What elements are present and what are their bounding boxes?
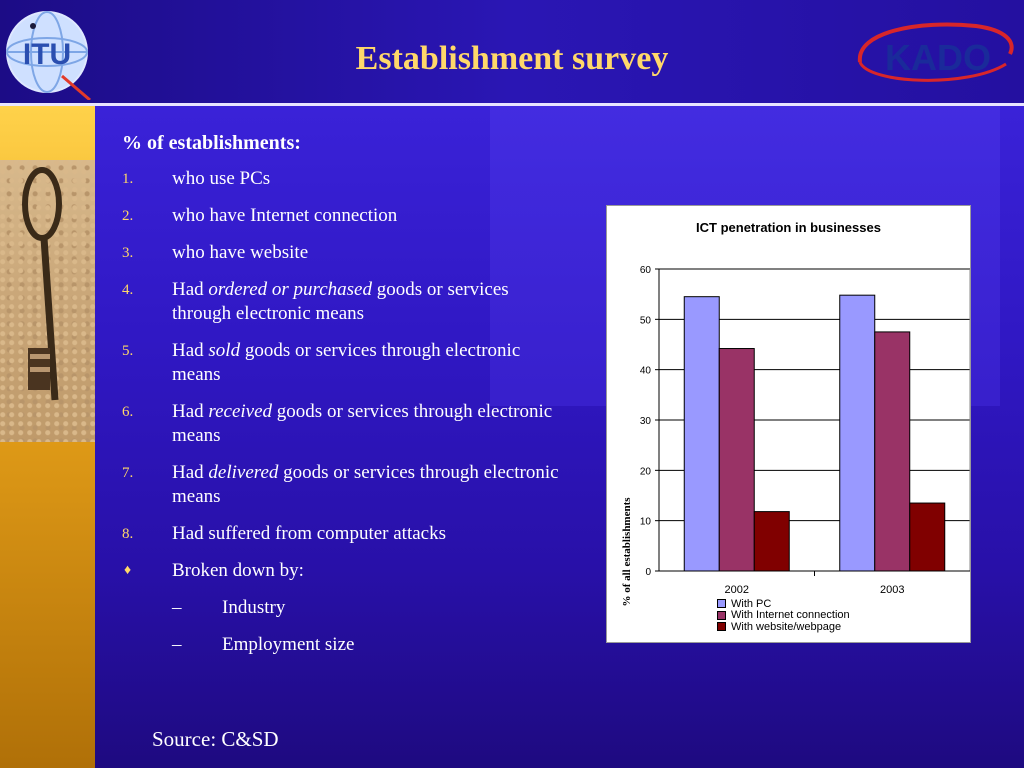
title-bar — [0, 0, 1024, 103]
legend-swatch — [717, 610, 726, 620]
chart-y-tick-label: 30 — [640, 416, 652, 427]
list-item-text-lead: Had — [172, 279, 209, 300]
itu-globe-logo-icon: ITU — [6, 11, 91, 102]
list-item-number: 6. — [122, 404, 134, 420]
list-item-text-rest: goods or services through electronic mea… — [172, 340, 521, 385]
chart-title: ICT penetration in businesses — [696, 220, 881, 235]
list-item-text: who use PCs — [172, 168, 271, 189]
sub-list-item-text: Industry — [222, 597, 286, 618]
chart-x-tick-label: 2002 — [725, 584, 749, 596]
numbered-list: 1. who use PCs 2. who have Internet connect… — [122, 167, 562, 546]
chart-y-tick-label: 50 — [640, 315, 652, 326]
kado-logo: KADO — [848, 18, 1018, 88]
list-item-number: 8. — [122, 526, 134, 542]
diamond-bullet-icon: ♦ — [124, 563, 132, 578]
list-item-number: 1. — [122, 171, 134, 187]
survey-list: % of establishments: 1. who use PCs 2. who … — [122, 132, 562, 670]
list-item-text: Had received goods or services through e… — [172, 401, 552, 446]
sub-list-item: – Employment size — [122, 633, 562, 657]
chart: ICT penetration in businesses 0 10 20 30 40 5… — [606, 205, 971, 643]
bullet-item-text: Broken down by: — [172, 560, 304, 581]
source-note: Source: C&SD — [152, 727, 279, 751]
list-item-emphasis: received — [208, 401, 273, 422]
sub-list: – Industry – Employment size — [122, 596, 562, 657]
bullet-item: ♦ Broken down by: — [122, 559, 562, 583]
list-item-text-rest: goods or services through electronic mea… — [172, 462, 559, 507]
chart-y-tick-label: 20 — [640, 466, 652, 477]
sub-list-item: – Industry — [122, 596, 562, 620]
list-item: 4. Had ordered or purchased goods or serv… — [122, 278, 562, 326]
chart-y-axis-label: % of all establishments — [621, 497, 633, 607]
chart-x-tick-label: 2003 — [880, 584, 904, 596]
list-item-text: Had suffered from computer attacks — [172, 523, 446, 544]
list-item: 1. who use PCs — [122, 167, 562, 191]
list-heading: % of establishments: — [122, 132, 301, 154]
list-item: 7. Had delivered goods or services throug… — [122, 461, 562, 509]
itu-logo: ITU — [2, 6, 96, 102]
dash-bullet-icon: – — [172, 597, 182, 618]
chart-legend: With PC With Internet connection With webs… — [717, 598, 850, 633]
list-item-text: Had delivered goods or services through … — [172, 462, 559, 507]
list-item-text: who have website — [172, 242, 309, 263]
chart-bar — [909, 502, 946, 572]
list-item-text-lead: Had — [172, 340, 209, 361]
kado-logo-icon: KADO — [857, 22, 1014, 82]
list-item-number: 3. — [122, 245, 134, 261]
list-item-text: Had ordered or purchased goods or servic… — [172, 279, 509, 324]
dash-bullet-icon: – — [172, 634, 182, 655]
chart-legend-entry: With website/webpage — [717, 621, 850, 633]
legend-label: With website/webpage — [731, 620, 842, 633]
list-item-text-lead: Had — [172, 401, 209, 422]
chart-bar — [718, 348, 755, 572]
page-title: Establishment survey — [355, 40, 669, 77]
chart-legend-entry: With Internet connection — [717, 609, 850, 622]
list-item-emphasis: delivered — [208, 462, 279, 483]
list-item-number: 5. — [122, 343, 134, 359]
list-item-number: 4. — [122, 282, 134, 298]
chart-y-tick-label: 40 — [640, 366, 652, 377]
legend-swatch — [717, 622, 726, 632]
list-item: 2. who have Internet connection — [122, 204, 562, 228]
list-item-text: Had sold goods or services through elect… — [172, 340, 520, 385]
legend-label: With PC — [731, 597, 772, 610]
chart-legend-entry: With PC — [717, 598, 850, 610]
list-item: 5. Had sold goods or services through ele… — [122, 339, 562, 387]
chart-y-tick-label: 60 — [640, 265, 652, 276]
key-image — [0, 160, 95, 442]
list-item: 6. Had received goods or services through… — [122, 400, 562, 448]
list-item: 3. who have website — [122, 241, 562, 265]
old-key-icon — [22, 167, 62, 401]
list-item-number: 2. — [122, 208, 134, 224]
chart-bar — [683, 296, 720, 572]
itu-logo-text: ITU — [23, 38, 71, 71]
chart-y-tick-label: 10 — [640, 517, 652, 528]
legend-label: With Internet connection — [731, 609, 850, 622]
chart-bar — [874, 331, 911, 572]
list-item: 8. Had suffered from computer attacks — [122, 522, 562, 546]
legend-swatch — [717, 599, 726, 609]
list-item-text: who have Internet connection — [172, 205, 398, 226]
list-item-emphasis: sold — [208, 340, 241, 361]
chart-plot: 0 10 20 30 40 50 60 2002 2003 — [640, 265, 970, 596]
title-divider — [0, 103, 1024, 106]
chart-bar — [753, 511, 790, 572]
sub-list-item-text: Employment size — [222, 634, 355, 655]
list-item-emphasis: ordered or purchased — [208, 279, 372, 300]
chart-y-tick-label: 0 — [645, 567, 651, 578]
list-item-text-lead: Had — [172, 462, 209, 483]
list-item-text-rest: goods or services through electronic mea… — [172, 279, 509, 324]
list-item-number: 7. — [122, 465, 134, 481]
chart-bar — [839, 294, 876, 572]
kado-logo-text: KADO — [885, 37, 991, 78]
list-item-text-rest: goods or services through electronic mea… — [172, 401, 553, 446]
